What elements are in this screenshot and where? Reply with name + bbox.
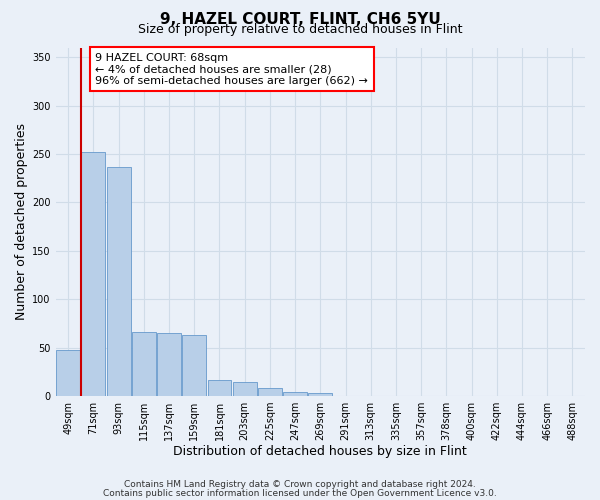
- Bar: [56, 350, 80, 396]
- Bar: [107, 166, 131, 396]
- Bar: [283, 392, 307, 396]
- Bar: [82, 152, 106, 396]
- X-axis label: Distribution of detached houses by size in Flint: Distribution of detached houses by size …: [173, 444, 467, 458]
- Text: 9 HAZEL COURT: 68sqm
← 4% of detached houses are smaller (28)
96% of semi-detach: 9 HAZEL COURT: 68sqm ← 4% of detached ho…: [95, 52, 368, 86]
- Bar: [233, 382, 257, 396]
- Bar: [157, 333, 181, 396]
- Bar: [258, 388, 282, 396]
- Text: Contains HM Land Registry data © Crown copyright and database right 2024.: Contains HM Land Registry data © Crown c…: [124, 480, 476, 489]
- Bar: [208, 380, 232, 396]
- Text: Contains public sector information licensed under the Open Government Licence v3: Contains public sector information licen…: [103, 488, 497, 498]
- Text: 9, HAZEL COURT, FLINT, CH6 5YU: 9, HAZEL COURT, FLINT, CH6 5YU: [160, 12, 440, 28]
- Text: Size of property relative to detached houses in Flint: Size of property relative to detached ho…: [138, 22, 462, 36]
- Bar: [132, 332, 156, 396]
- Bar: [308, 393, 332, 396]
- Y-axis label: Number of detached properties: Number of detached properties: [15, 123, 28, 320]
- Bar: [182, 335, 206, 396]
